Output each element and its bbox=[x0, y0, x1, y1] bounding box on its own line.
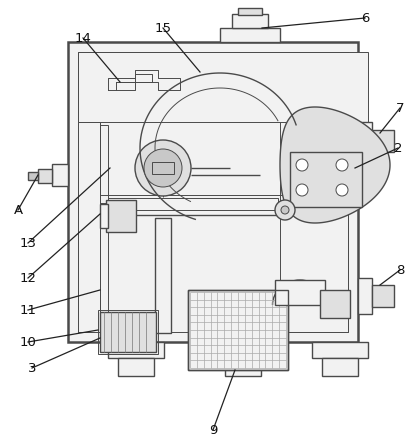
Bar bbox=[78, 122, 100, 332]
Text: 15: 15 bbox=[154, 22, 171, 35]
Bar bbox=[232, 14, 268, 28]
Bar bbox=[280, 52, 348, 332]
Bar bbox=[68, 42, 358, 342]
Text: 11: 11 bbox=[19, 303, 36, 316]
Text: 2: 2 bbox=[394, 141, 402, 155]
Text: 9: 9 bbox=[209, 424, 217, 436]
Bar bbox=[312, 342, 368, 358]
Bar bbox=[215, 342, 271, 358]
Circle shape bbox=[281, 206, 289, 214]
Bar bbox=[118, 358, 154, 376]
Circle shape bbox=[336, 159, 348, 171]
Circle shape bbox=[275, 200, 295, 220]
Circle shape bbox=[336, 184, 348, 196]
Bar bbox=[152, 162, 174, 174]
Text: A: A bbox=[14, 203, 23, 217]
Bar bbox=[28, 172, 38, 180]
Bar bbox=[100, 312, 156, 352]
Bar bbox=[38, 169, 52, 183]
Bar bbox=[155, 218, 171, 333]
Bar bbox=[106, 200, 136, 232]
Text: 13: 13 bbox=[19, 237, 36, 249]
Text: 8: 8 bbox=[396, 264, 404, 276]
Bar bbox=[188, 290, 288, 370]
Bar bbox=[225, 358, 261, 376]
Bar bbox=[372, 130, 394, 152]
Text: 14: 14 bbox=[75, 31, 91, 44]
Bar bbox=[98, 310, 158, 354]
Text: 12: 12 bbox=[19, 272, 36, 284]
Text: 6: 6 bbox=[361, 12, 369, 24]
Circle shape bbox=[296, 184, 308, 196]
Text: 10: 10 bbox=[19, 335, 36, 349]
Bar bbox=[108, 198, 278, 210]
Circle shape bbox=[144, 149, 182, 187]
Bar bbox=[108, 342, 164, 358]
Bar bbox=[320, 290, 350, 318]
Bar bbox=[322, 358, 358, 376]
Circle shape bbox=[296, 159, 308, 171]
Bar bbox=[275, 280, 325, 305]
Bar bbox=[188, 290, 288, 370]
Bar bbox=[290, 152, 362, 207]
Bar bbox=[100, 204, 108, 228]
Polygon shape bbox=[280, 107, 390, 223]
Bar bbox=[78, 52, 368, 122]
Bar bbox=[100, 125, 108, 329]
Bar bbox=[238, 8, 262, 15]
Bar bbox=[52, 164, 68, 186]
Bar bbox=[358, 122, 372, 158]
Bar bbox=[372, 285, 394, 307]
Bar bbox=[220, 28, 280, 42]
Text: 3: 3 bbox=[28, 361, 36, 374]
Text: 7: 7 bbox=[396, 101, 404, 114]
Bar bbox=[78, 52, 348, 332]
Bar bbox=[358, 278, 372, 314]
Circle shape bbox=[135, 140, 191, 196]
